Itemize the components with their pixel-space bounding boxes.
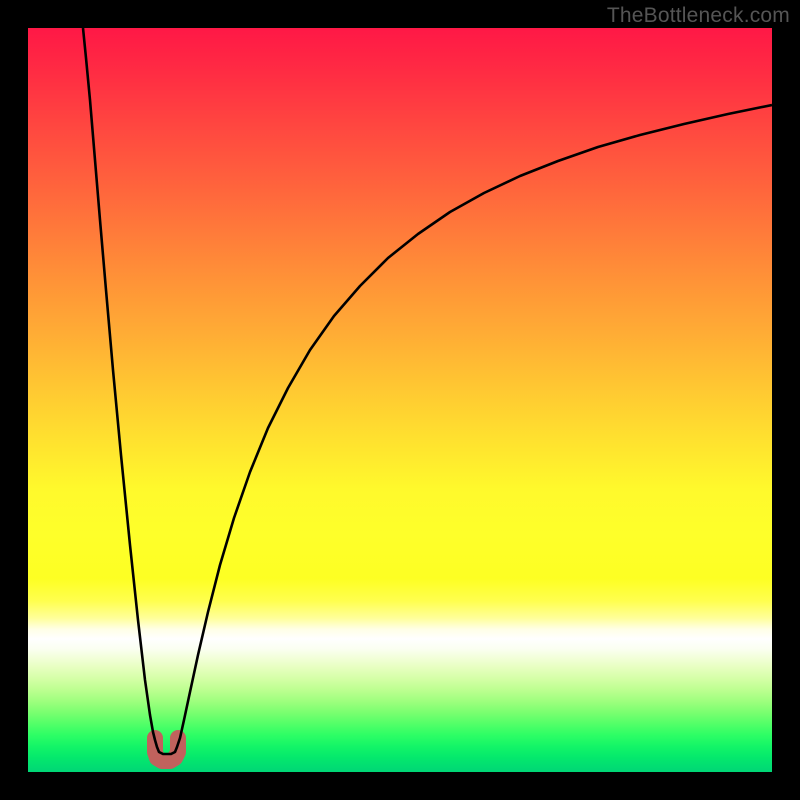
bottleneck-chart <box>0 0 800 800</box>
chart-container: TheBottleneck.com <box>0 0 800 800</box>
source-attribution: TheBottleneck.com <box>607 4 790 28</box>
plot-background <box>28 28 772 772</box>
